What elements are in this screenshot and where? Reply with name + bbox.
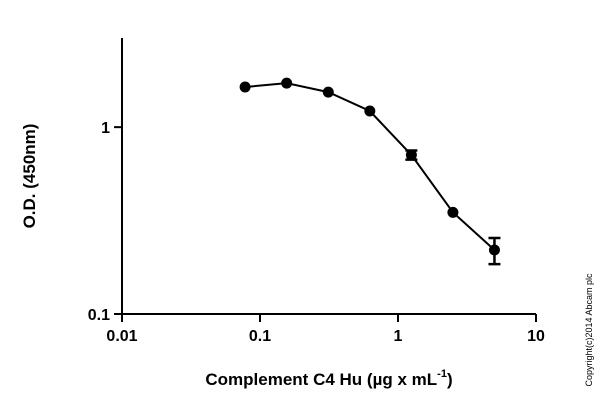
x-tick-label: 10 (527, 328, 545, 345)
x-label-text: Complement C4 Hu (µg x mL (205, 370, 437, 389)
x-label-superscript: -1 (437, 368, 447, 380)
x-tick-label: 0.01 (106, 328, 137, 345)
y-tick-label: 1 (101, 120, 110, 137)
data-point (447, 206, 459, 218)
data-point (239, 81, 251, 93)
data-point (281, 77, 293, 89)
y-axis-label: O.D. (450nm) (20, 124, 39, 229)
data-point (405, 149, 417, 161)
copyright: Copyright(c)2014 Abcam plc (584, 273, 594, 387)
y-tick-label: 0.1 (88, 307, 110, 324)
data-point (364, 105, 376, 117)
x-label-suffix: ) (447, 370, 453, 389)
x-tick-label: 0.1 (249, 328, 271, 345)
data-point (488, 244, 500, 256)
x-tick-label: 1 (394, 328, 403, 345)
x-axis-label: Complement C4 Hu (µg x mL-1) (205, 368, 452, 389)
data-point (322, 86, 334, 98)
